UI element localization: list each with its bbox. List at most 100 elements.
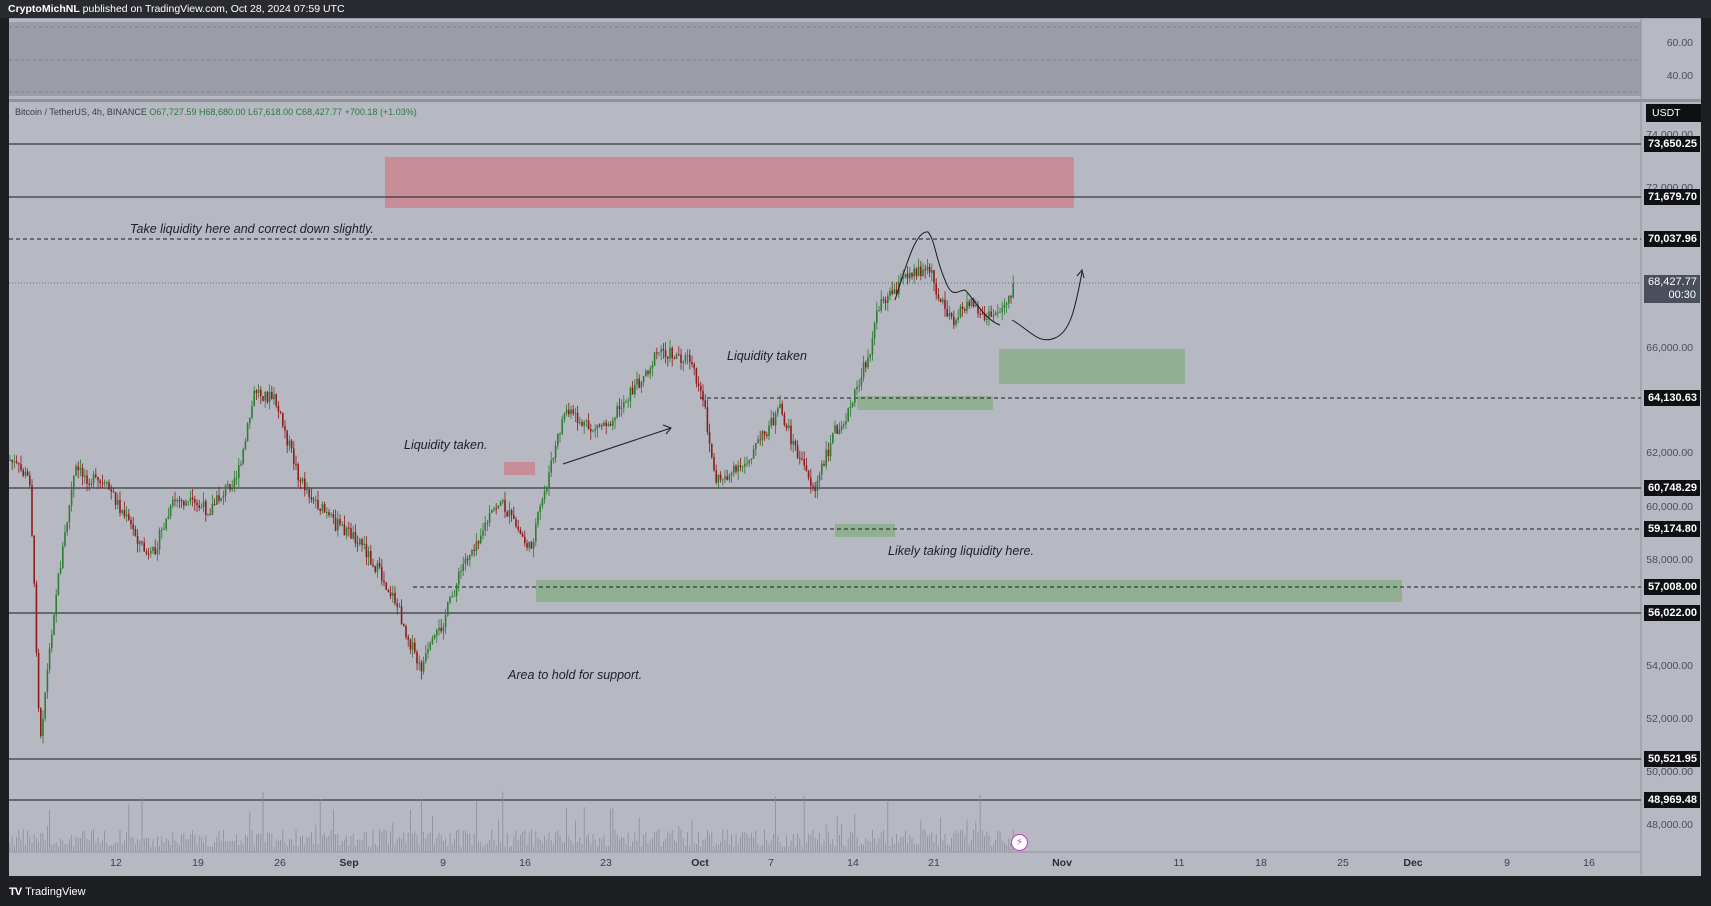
candle-body xyxy=(772,417,775,426)
candle-body xyxy=(480,535,482,544)
candle-body xyxy=(152,547,154,552)
candle-body xyxy=(645,370,647,377)
price-axis-label: 58,000.00 xyxy=(1646,554,1693,566)
level-tag[interactable]: 57,008.00 xyxy=(1644,579,1700,595)
candle-body xyxy=(823,463,825,466)
candle-body xyxy=(508,510,511,517)
candle-body xyxy=(493,508,495,510)
candle-body xyxy=(370,550,372,565)
candle-body xyxy=(781,403,783,415)
candle-body xyxy=(794,440,797,446)
pane-separator[interactable] xyxy=(9,99,1701,102)
symbol-info[interactable]: Bitcoin / TetherUS, 4h, BINANCE O67,727.… xyxy=(15,107,417,117)
candle-body xyxy=(719,474,722,480)
candle-body xyxy=(315,499,317,501)
candle-body xyxy=(59,568,62,574)
annotation-liquidity-taken-left[interactable]: Liquidity taken. xyxy=(404,438,488,452)
candle-body xyxy=(955,319,957,325)
candle-body xyxy=(504,500,506,512)
annotation-likely-taking[interactable]: Likely taking liquidity here. xyxy=(888,544,1034,558)
candle-body xyxy=(574,412,577,414)
publisher-name[interactable]: CryptoMichNL xyxy=(8,3,80,15)
level-tag[interactable]: 73,650.25 xyxy=(1644,136,1700,152)
candle-body xyxy=(999,311,1001,313)
candle-body xyxy=(301,478,304,482)
candle-body xyxy=(1005,303,1008,305)
candle-body xyxy=(856,386,858,390)
candle-body xyxy=(268,391,271,403)
candle-body xyxy=(488,512,491,523)
candle-body xyxy=(986,319,988,321)
symbol-name[interactable]: Bitcoin / TetherUS, 4h, BINANCE xyxy=(15,107,147,117)
level-tag[interactable]: 59,174.80 xyxy=(1644,521,1700,537)
candle-body xyxy=(323,504,326,513)
candle-body xyxy=(689,354,691,363)
candle-body xyxy=(13,461,16,463)
candle-body xyxy=(262,395,264,401)
candle-body xyxy=(293,448,295,464)
tradingview-logo[interactable]: TV TradingView xyxy=(9,884,86,900)
level-tag[interactable]: 56,022.00 xyxy=(1644,605,1700,621)
candle-body xyxy=(539,505,541,512)
candle-body xyxy=(660,349,662,353)
candle-body xyxy=(42,718,44,736)
candle-body xyxy=(156,549,159,554)
candle-body xyxy=(154,547,156,554)
candle-body xyxy=(535,524,537,542)
candle-body xyxy=(134,529,137,536)
candle-body xyxy=(939,298,942,302)
candle-body xyxy=(394,592,396,604)
candle-body xyxy=(178,500,181,502)
candle-body xyxy=(697,383,700,386)
oscillator-pane[interactable] xyxy=(9,22,1641,96)
candle-body xyxy=(832,432,834,444)
level-tag[interactable]: 50,521.95 xyxy=(1644,751,1700,767)
candle-body xyxy=(51,635,53,649)
publish-header: CryptoMichNL published on TradingView.co… xyxy=(0,0,1711,18)
candle-body xyxy=(983,313,986,320)
candle-body xyxy=(704,400,706,408)
level-tag[interactable]: 60,748.29 xyxy=(1644,480,1700,496)
level-tag[interactable]: 71,679.70 xyxy=(1644,189,1700,205)
level-tag[interactable]: 64,130.63 xyxy=(1644,390,1700,406)
lightning-icon[interactable]: ⚡ xyxy=(1011,834,1028,851)
candle-body xyxy=(592,430,594,432)
level-tag[interactable]: 70,037.96 xyxy=(1644,231,1700,247)
level-tag[interactable]: 48,969.48 xyxy=(1644,792,1700,808)
ohlc-high: H68,680.00 xyxy=(198,107,246,117)
candle-body xyxy=(513,514,515,520)
candle-body xyxy=(847,408,849,422)
candle-body xyxy=(224,485,227,496)
annotation-liquidity-taken-mid[interactable]: Liquidity taken xyxy=(727,349,807,363)
current-price-tag[interactable]: 68,427.77 00:30 xyxy=(1644,275,1700,303)
candle-body xyxy=(411,642,414,650)
candle-body xyxy=(755,443,757,450)
candle-body xyxy=(812,485,814,487)
candle-body xyxy=(636,378,638,385)
candle-body xyxy=(88,483,90,485)
candle-body xyxy=(326,512,328,514)
candle-body xyxy=(216,495,218,505)
currency-badge[interactable]: USDT xyxy=(1646,104,1701,122)
candle-body xyxy=(495,508,497,510)
trend-arrow xyxy=(562,427,672,465)
candle-body xyxy=(614,417,616,421)
annotation-area-support[interactable]: Area to hold for support. xyxy=(508,668,643,682)
candle-body xyxy=(458,571,460,585)
candle-body xyxy=(895,289,898,295)
time-axis-label: Sep xyxy=(339,857,359,869)
candle-body xyxy=(873,322,876,339)
candle-body xyxy=(143,542,145,552)
annotation-take-liquidity[interactable]: Take liquidity here and correct down sli… xyxy=(130,222,374,236)
time-axis-label: 9 xyxy=(1504,857,1510,869)
candle-body xyxy=(321,504,324,512)
price-axis-label: 50,000.00 xyxy=(1646,766,1693,778)
candle-body xyxy=(35,583,38,653)
candle-body xyxy=(403,624,405,627)
support-zone-upper xyxy=(999,349,1185,384)
candle-body xyxy=(290,440,293,449)
candle-body xyxy=(363,543,365,545)
candle-body xyxy=(601,425,603,427)
candle-body xyxy=(264,391,266,401)
